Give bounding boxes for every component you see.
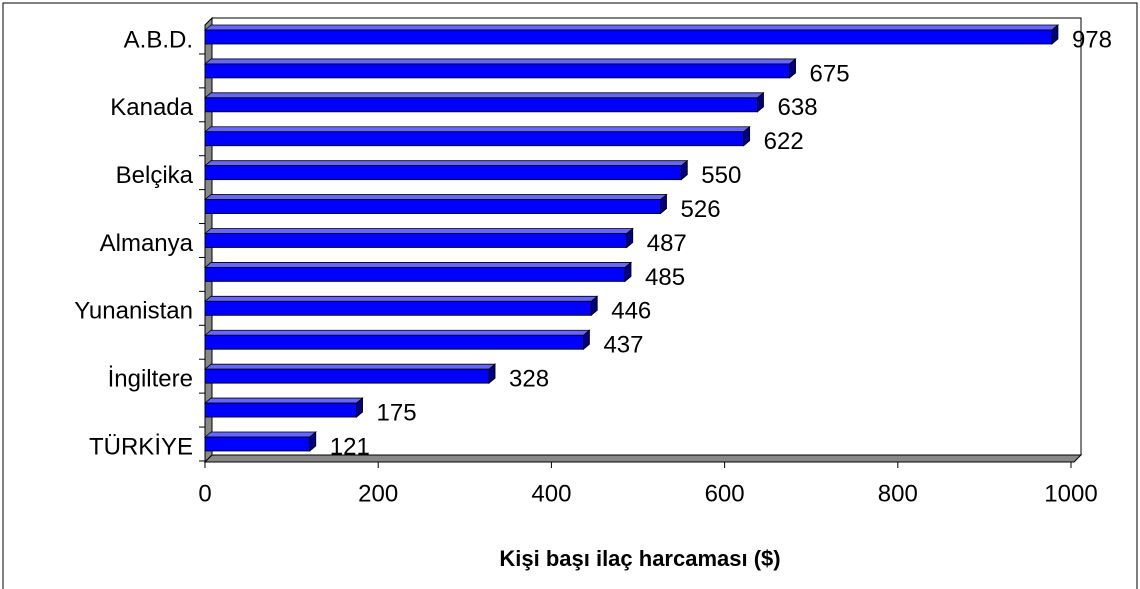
bar-top <box>203 329 591 336</box>
x-axis-title: Kişi başı ilaç harcaması ($) <box>499 546 780 571</box>
bar <box>204 97 758 113</box>
data-label: 175 <box>377 399 417 426</box>
data-label: 675 <box>810 60 850 87</box>
bar <box>204 63 790 79</box>
bar <box>204 402 357 418</box>
x-tick-label: 400 <box>531 480 571 507</box>
data-label: 550 <box>701 162 741 189</box>
y-tick-label: Yunanistan <box>74 298 193 325</box>
data-label: 638 <box>778 94 818 121</box>
bar <box>204 131 745 147</box>
data-label: 485 <box>645 264 685 291</box>
bar-top <box>203 92 765 99</box>
bar-top <box>203 58 797 65</box>
x-tick-label: 1000 <box>1044 480 1097 507</box>
data-label: 622 <box>764 128 804 155</box>
y-tick-label: İngiltere <box>108 366 193 393</box>
bar-top <box>203 262 633 268</box>
x-tick-label: 200 <box>358 480 398 507</box>
bar-top <box>203 194 668 200</box>
bar <box>204 165 682 181</box>
bar <box>204 29 1053 45</box>
data-label: 487 <box>647 230 687 257</box>
bar-top <box>203 24 1060 31</box>
bar <box>204 368 490 384</box>
x-tick-label: 800 <box>878 480 918 507</box>
bar <box>204 267 626 282</box>
data-label: 121 <box>330 433 370 460</box>
data-label: 437 <box>603 332 643 359</box>
bar <box>204 334 584 350</box>
bar <box>204 233 628 248</box>
y-tick-label: Almanya <box>100 230 194 257</box>
bar-top <box>203 126 751 133</box>
data-label: 328 <box>509 366 549 393</box>
bar <box>204 300 592 316</box>
bar-top <box>203 228 634 234</box>
bar-top <box>203 397 364 404</box>
y-tick-label: TÜRKİYE <box>89 433 193 460</box>
y-tick-label: A.B.D. <box>124 26 193 53</box>
y-tick-label: Kanada <box>110 94 193 121</box>
bar <box>204 436 311 452</box>
data-label: 526 <box>681 196 721 223</box>
bar <box>204 199 661 214</box>
x-tick-label: 0 <box>198 480 211 507</box>
bar-top <box>203 160 689 167</box>
data-label: 978 <box>1072 26 1112 53</box>
data-label: 446 <box>611 298 651 325</box>
bar-top <box>203 363 497 370</box>
y-tick-label: Belçika <box>116 162 194 189</box>
bar-top <box>203 295 599 302</box>
x-tick-label: 600 <box>705 480 745 507</box>
bar-top <box>203 431 317 438</box>
